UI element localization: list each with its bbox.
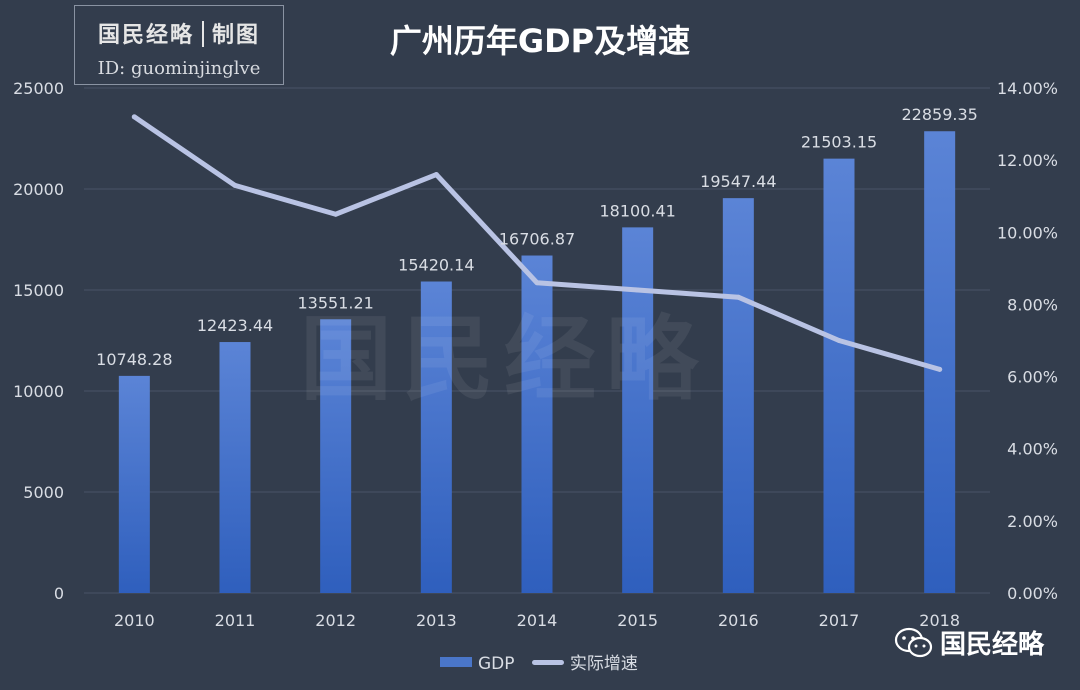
wechat-label: 国民经略 <box>940 630 1045 660</box>
brand-box: 国民经略 制图 ID: guominjinglve <box>74 5 284 85</box>
brand-id: ID: guominjinglve <box>97 58 261 79</box>
wechat-badge: 国民经略 <box>894 624 1044 661</box>
growth-point <box>131 114 137 120</box>
bar-value-label: 12423.44 <box>197 316 273 335</box>
x-tick-label: 2016 <box>718 611 759 630</box>
y-right-tick-label: 4.00% <box>1007 440 1058 459</box>
brand-divider <box>202 21 204 47</box>
line-layer <box>131 114 943 372</box>
bar-value-label: 18100.41 <box>599 201 675 220</box>
bar-value-label: 13551.21 <box>297 293 373 312</box>
y-left-tick-label: 25000 <box>13 79 64 98</box>
y-right-tick-label: 8.00% <box>1007 295 1058 314</box>
legend: GDP 实际增速 <box>440 649 650 674</box>
x-tick-label: 2014 <box>517 611 558 630</box>
x-tick-label: 2013 <box>416 611 457 630</box>
x-tick-label: 2017 <box>819 611 860 630</box>
y-right-tick-label: 6.00% <box>1007 368 1058 387</box>
bar <box>420 281 452 593</box>
y-right-tick-label: 10.00% <box>997 223 1058 242</box>
legend-label-gdp: GDP <box>478 654 515 674</box>
brand-name: 国民经略 <box>97 22 194 48</box>
legend-item-growth: 实际增速 <box>531 649 638 674</box>
y-left-tick-label: 10000 <box>13 382 64 401</box>
bar <box>219 342 251 593</box>
y-left-tick-label: 5000 <box>23 483 64 502</box>
y-right-tick-label: 12.00% <box>997 151 1058 170</box>
growth-point <box>836 338 842 343</box>
bar <box>924 131 956 593</box>
bar <box>521 255 553 593</box>
x-tick-label: 2010 <box>114 611 155 630</box>
brand-name-line: 国民经略 制图 <box>75 17 283 49</box>
wechat-icon <box>894 627 934 659</box>
growth-point <box>937 366 943 372</box>
bar-value-label: 10748.28 <box>96 350 172 369</box>
bar <box>320 319 352 593</box>
chart-title: 广州历年GDP及增速 <box>389 22 691 60</box>
y-left-tick-label: 15000 <box>13 281 64 300</box>
bar <box>622 227 654 594</box>
bar <box>823 158 855 594</box>
bar-value-label: 22859.35 <box>901 105 977 124</box>
brand-tag: 制图 <box>212 22 261 48</box>
x-tick-label: 2011 <box>215 611 256 630</box>
y-right-tick-label: 2.00% <box>1007 512 1058 531</box>
y-left-tick-label: 20000 <box>13 180 64 199</box>
growth-point <box>534 280 540 286</box>
x-tick-label: 2012 <box>315 611 356 630</box>
growth-point <box>735 294 741 300</box>
y-left-tick-label: 0 <box>54 584 64 603</box>
growth-point <box>333 211 339 217</box>
bar-value-label: 19547.44 <box>700 172 776 191</box>
y-right-tick-label: 0.00% <box>1007 584 1058 603</box>
x-tick-label: 2015 <box>617 611 658 630</box>
legend-swatch-line <box>531 660 564 665</box>
bar <box>722 198 754 593</box>
x-tick-label: 2018 <box>919 611 960 630</box>
growth-point <box>433 172 439 178</box>
legend-item-gdp: GDP <box>440 654 515 674</box>
y-right-tick-label: 14.00% <box>997 79 1058 98</box>
axis-layer: 0 5000 10000 15000 20000 25000 0.00% 2.00% 4.00%… <box>13 79 1058 630</box>
legend-label-growth: 实际增速 <box>569 654 638 674</box>
bar-value-label: 21503.15 <box>801 133 877 152</box>
bar-value-label: 15420.14 <box>398 256 474 275</box>
legend-swatch-bar <box>440 657 472 667</box>
growth-point <box>232 182 238 188</box>
bar <box>118 375 150 593</box>
growth-point <box>635 287 641 293</box>
bar-layer <box>118 131 956 594</box>
bar-value-label: 16706.87 <box>499 230 575 249</box>
label-layer: 10748.28 12423.44 13551.21 15420.14 16706.87… <box>96 105 978 369</box>
